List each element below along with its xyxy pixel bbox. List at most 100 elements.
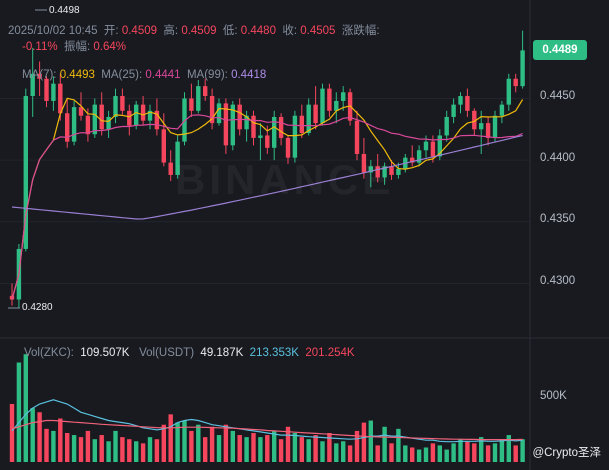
volume-bar <box>513 445 518 462</box>
candle-body <box>127 110 132 126</box>
volume-bar <box>154 439 160 462</box>
ma25-value: 0.4441 <box>145 69 181 81</box>
volume-bar <box>237 435 242 462</box>
volume-bar <box>506 435 511 462</box>
volume-bar <box>451 443 456 462</box>
vol-ma2-value: 201.254K <box>305 347 355 359</box>
candle-body <box>113 96 118 117</box>
volume-bar <box>334 443 339 462</box>
volume-bar <box>71 435 77 462</box>
volume-bar <box>99 435 104 462</box>
ma99-line <box>11 134 523 220</box>
candle-body <box>209 96 215 124</box>
volume-bar <box>44 428 49 462</box>
candle-body <box>258 135 263 138</box>
ma99-label: MA(99): <box>186 69 228 81</box>
volume-bar <box>416 449 422 462</box>
ma25-label: MA(25): <box>101 69 143 81</box>
candle-body <box>299 115 304 133</box>
volume-bar <box>278 439 284 462</box>
volume-bar <box>403 445 408 462</box>
volume-bar <box>299 437 304 462</box>
candle-body <box>341 92 346 101</box>
volume-ma-line-1 <box>11 399 523 443</box>
candle-body <box>506 78 511 105</box>
author-credit: @Crypto圣泽 <box>532 447 601 459</box>
candle-body <box>375 166 380 178</box>
volume-bar <box>327 432 332 462</box>
high-marker-label: 0.4498 <box>49 5 80 16</box>
candle-body <box>85 115 91 135</box>
candle-body <box>203 86 208 96</box>
candle-body <box>499 104 505 116</box>
candle-body <box>189 98 194 111</box>
candle-body <box>382 166 387 178</box>
candle-body <box>306 104 311 133</box>
candle-body <box>437 135 442 157</box>
candle-body <box>444 116 449 136</box>
volume-bar <box>272 430 277 462</box>
volume-bar <box>389 443 394 462</box>
vol-zkc-value: 109.507K <box>80 347 130 359</box>
volume-bar <box>230 430 235 462</box>
candle-body <box>99 104 104 130</box>
volume-bar <box>341 441 346 462</box>
candle-body <box>134 104 139 126</box>
candle-body <box>30 73 35 96</box>
volume-axis-tick: 500K <box>540 390 567 402</box>
candle-body <box>430 141 436 157</box>
candle-body <box>44 78 49 101</box>
volume-bar <box>472 443 477 462</box>
volume-bar <box>189 430 194 462</box>
candle-body <box>78 107 84 116</box>
change-value: -0.11% <box>22 41 58 53</box>
candle-body <box>465 96 470 111</box>
candle-body <box>354 120 360 154</box>
volume-bar <box>292 432 298 462</box>
vol-usdt-value: 49.187K <box>200 347 244 359</box>
volume-bar <box>147 437 153 462</box>
volume-bar <box>520 439 525 462</box>
volume-bar <box>437 445 442 462</box>
volume-bar <box>499 439 505 462</box>
ma7-label: MA(7): <box>22 69 57 81</box>
candle-body <box>265 135 270 148</box>
volume-bar <box>37 412 42 462</box>
ma-info-row: MA(7): 0.4493 MA(25): 0.4441 MA(99): 0.4… <box>22 68 266 82</box>
volume-bar <box>485 445 491 462</box>
candle-body <box>396 168 401 175</box>
candle-body <box>23 96 28 249</box>
vol-zkc-label: Vol(ZKC): <box>24 347 74 359</box>
volume-bar <box>258 437 263 462</box>
candle-body <box>65 113 70 142</box>
volume-bar <box>78 437 84 462</box>
volume-bar <box>479 437 484 462</box>
candle-body <box>368 166 373 173</box>
volume-bar <box>320 441 325 462</box>
candle-body <box>168 162 173 175</box>
candle-body <box>51 83 56 101</box>
close-label: 收: <box>282 25 298 37</box>
volume-bar <box>347 445 353 462</box>
volume-bar <box>285 426 291 462</box>
volume-bar <box>306 439 311 462</box>
amplitude-label: 振幅: <box>63 41 91 53</box>
candle-body <box>140 104 146 121</box>
candle-body <box>120 96 125 111</box>
candle-body <box>147 110 153 121</box>
candle-body <box>223 103 229 146</box>
change-info-row: -0.11% 振幅: 0.64% <box>22 40 126 54</box>
high-value: 0.4509 <box>181 25 217 37</box>
volume-bar <box>113 430 118 462</box>
volume-bar <box>127 439 132 462</box>
candle-body <box>458 96 463 105</box>
candle-body <box>423 141 429 151</box>
candle-body <box>278 116 284 138</box>
volume-bar <box>444 449 449 462</box>
volume-bar <box>382 426 387 462</box>
volume-bar <box>120 437 125 462</box>
candle-body <box>37 73 42 79</box>
volume-bar <box>140 443 146 462</box>
price-tick: 0.4350 <box>540 213 576 225</box>
